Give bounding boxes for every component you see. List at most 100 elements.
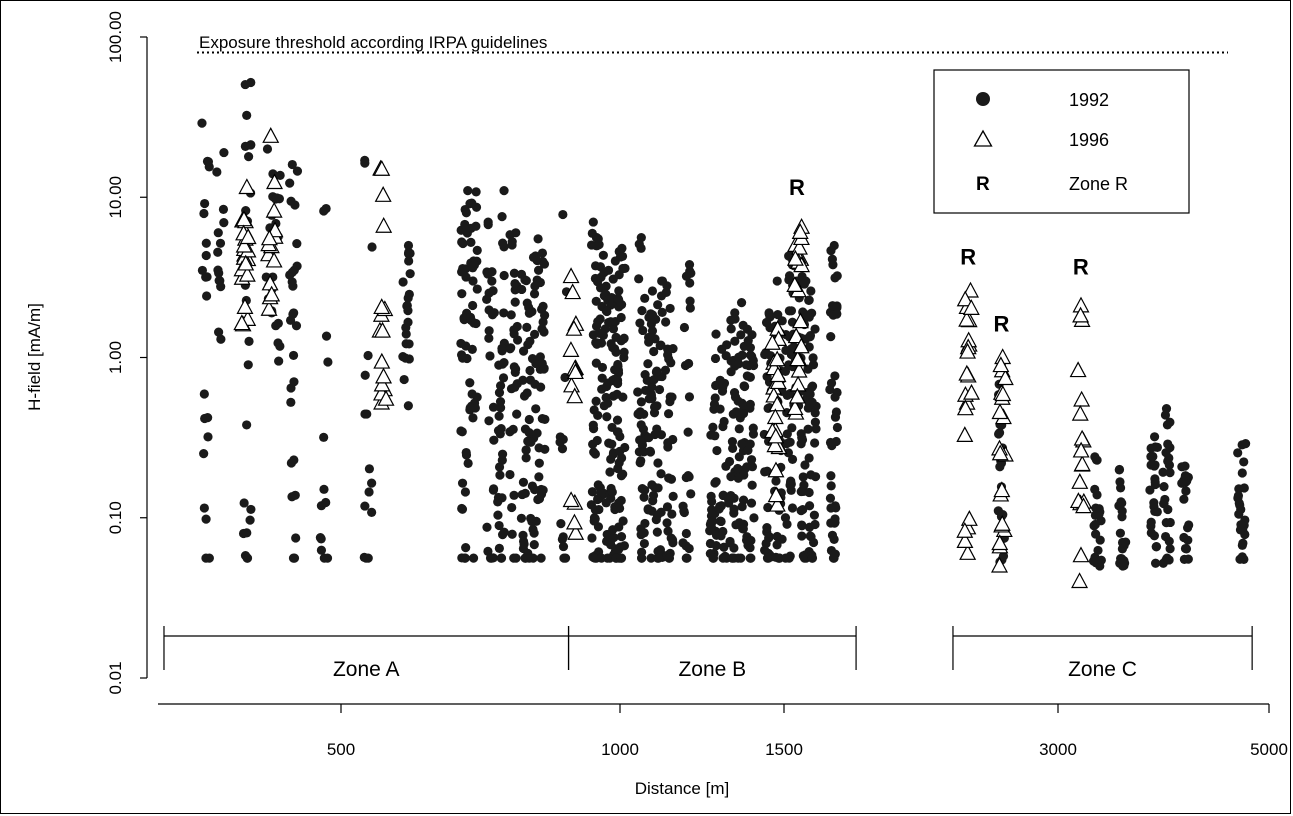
data-point-1992	[1088, 556, 1099, 566]
data-point-1992	[591, 396, 601, 406]
data-point-1992	[712, 445, 722, 456]
data-point-1992	[498, 373, 509, 383]
data-point-1992	[810, 324, 820, 334]
data-point-1992	[274, 356, 284, 366]
data-point-1996	[1071, 572, 1089, 589]
data-point-1992	[240, 79, 250, 90]
data-point-1992	[830, 371, 840, 381]
data-point-1992	[994, 428, 1005, 438]
data-point-1992	[484, 416, 494, 426]
data-point-1992	[737, 502, 747, 512]
threshold-label: Exposure threshold according IRPA guidel…	[199, 33, 547, 52]
data-point-1992	[494, 543, 504, 553]
data-point-1992	[1148, 451, 1158, 462]
data-point-1992	[244, 336, 254, 346]
data-point-1992	[710, 353, 721, 364]
data-point-1992	[518, 346, 529, 356]
data-point-1992	[810, 408, 820, 418]
data-point-1996	[1075, 497, 1093, 514]
data-point-1996	[373, 375, 391, 392]
data-point-1992	[471, 318, 481, 329]
data-point-1992	[524, 427, 534, 438]
data-point-1992	[1164, 555, 1174, 565]
data-point-1996	[1072, 441, 1090, 458]
data-point-1992	[806, 470, 816, 480]
data-point-1992	[634, 410, 644, 420]
data-point-1992	[246, 504, 256, 515]
data-point-1992	[497, 212, 507, 222]
data-point-1992	[594, 240, 604, 250]
data-point-1992	[616, 495, 626, 506]
data-point-1992	[616, 312, 626, 323]
data-point-1992	[762, 553, 773, 563]
data-point-1992	[1165, 443, 1175, 453]
data-point-1992	[613, 378, 623, 389]
data-point-1992	[275, 170, 285, 180]
data-point-1992	[601, 498, 611, 508]
data-point-1992	[745, 553, 755, 563]
data-point-1992	[679, 507, 689, 518]
y-tick-label: 1.00	[106, 341, 125, 374]
data-point-1992	[512, 409, 522, 419]
data-point-1992	[826, 518, 836, 528]
data-point-1992	[807, 397, 817, 407]
data-point-1992	[742, 371, 752, 381]
data-point-1992	[315, 533, 326, 543]
data-point-1992	[1165, 417, 1175, 427]
data-point-1992	[461, 543, 471, 553]
data-point-1996	[993, 481, 1011, 498]
data-point-1992	[271, 321, 281, 331]
data-point-1992	[398, 277, 408, 287]
data-point-1992	[639, 538, 649, 549]
data-point-1992	[1145, 485, 1155, 495]
data-point-1992	[602, 412, 612, 422]
data-point-1992	[525, 365, 535, 376]
data-point-1992	[1237, 468, 1247, 478]
data-point-1992	[601, 281, 611, 291]
x-axis-ticks: 500 1000 1500 3000 5000	[327, 704, 1288, 759]
data-point-1996	[1071, 473, 1089, 489]
data-point-1992	[663, 350, 673, 360]
data-point-1992	[616, 532, 627, 542]
data-point-1996	[377, 389, 395, 406]
data-point-1992	[612, 415, 623, 425]
data-point-1996	[792, 337, 810, 354]
data-point-1992	[737, 350, 747, 360]
data-point-1992	[682, 553, 692, 563]
x-tick-label: 1000	[601, 740, 639, 759]
data-point-1992	[493, 510, 503, 520]
data-point-1992	[468, 276, 478, 286]
data-point-1992	[827, 254, 837, 264]
data-point-1992	[805, 332, 815, 342]
data-point-1992	[239, 498, 249, 508]
data-point-1992	[497, 346, 507, 356]
data-point-1992	[825, 493, 836, 503]
data-point-1992	[499, 308, 509, 318]
data-point-1992	[660, 365, 671, 375]
data-point-1992	[505, 469, 515, 480]
data-point-1996	[235, 236, 253, 253]
data-point-1992	[469, 260, 479, 270]
data-point-1992	[522, 388, 532, 398]
data-point-1992	[533, 265, 544, 275]
data-point-1992	[465, 312, 476, 322]
data-point-1992	[1160, 531, 1171, 542]
data-point-1992	[319, 484, 329, 494]
data-point-1992	[613, 294, 624, 304]
data-point-1992	[718, 553, 728, 563]
data-point-1992	[1237, 440, 1247, 450]
data-point-1992	[830, 412, 841, 422]
data-point-1992	[496, 424, 506, 434]
data-point-1992	[524, 414, 534, 425]
data-point-1992	[204, 162, 214, 172]
data-point-1996	[767, 486, 785, 503]
data-point-1992	[590, 514, 600, 524]
data-point-1992	[607, 487, 617, 497]
data-point-1992	[499, 527, 509, 537]
data-point-1992	[524, 308, 534, 318]
data-point-1992	[810, 438, 820, 448]
data-point-1992	[636, 530, 646, 540]
data-point-1992	[461, 450, 472, 460]
zone-r-marker: R	[993, 312, 1009, 337]
